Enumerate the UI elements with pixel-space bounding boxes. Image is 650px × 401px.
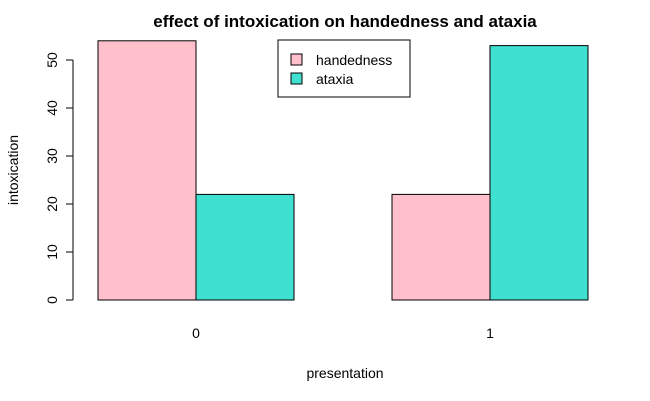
y-axis-label: intoxication <box>5 135 21 205</box>
y-tick-label: 40 <box>44 100 60 116</box>
bar-handedness-0 <box>97 40 197 301</box>
y-tick-label: 0 <box>44 296 60 304</box>
legend-swatch-handedness <box>290 53 303 66</box>
chart-title: effect of intoxication on handedness and… <box>153 12 537 31</box>
x-axis-label: presentation <box>306 365 383 381</box>
legend-box <box>277 39 411 98</box>
y-tick-label: 30 <box>44 148 60 164</box>
legend-swatch-ataxia <box>290 72 303 85</box>
bar-handedness-1 <box>391 193 491 301</box>
x-tick-label: 0 <box>192 325 200 341</box>
bar-ataxia-0 <box>195 193 295 301</box>
legend-label-handedness: handedness <box>316 52 392 68</box>
y-tick-label: 10 <box>44 244 60 260</box>
x-tick-label: 1 <box>486 325 494 341</box>
bars <box>97 40 589 301</box>
y-axis: 0 10 20 30 40 50 <box>44 52 74 304</box>
y-tick-label: 20 <box>44 196 60 212</box>
bar-ataxia-1 <box>489 45 589 301</box>
y-tick-label: 50 <box>44 52 60 68</box>
legend-label-ataxia: ataxia <box>316 71 354 87</box>
legend: handedness ataxia <box>277 39 411 98</box>
